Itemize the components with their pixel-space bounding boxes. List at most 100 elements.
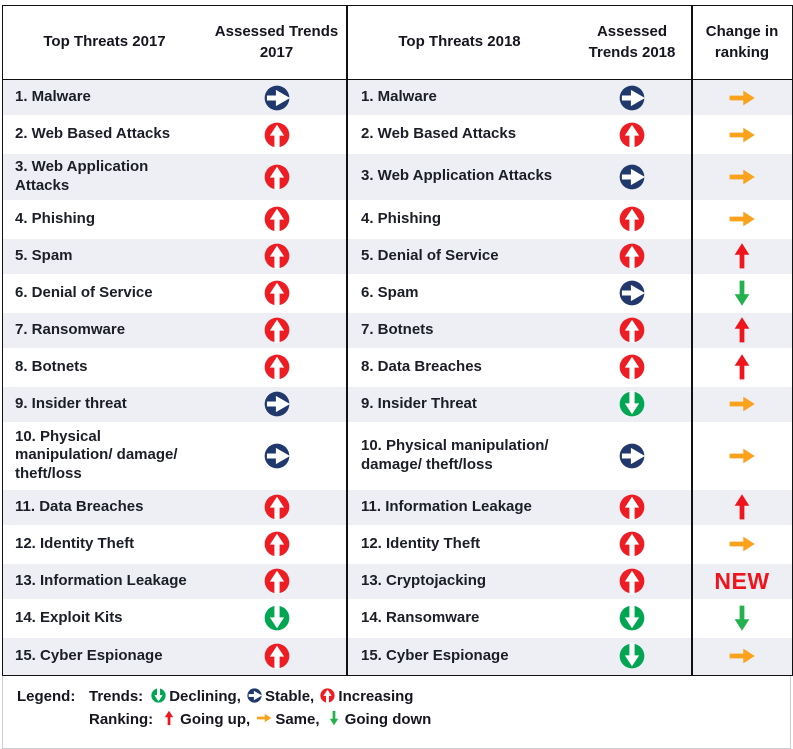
table-row: 7. Ransomware 7. Botnets <box>3 312 792 350</box>
ranking-change-up-icon <box>692 239 792 273</box>
legend-ranking-down-label: Going down <box>344 710 432 728</box>
ranking-change-same-icon <box>692 527 792 561</box>
table-row: 5. Spam 5. Denial of Service <box>3 238 792 276</box>
threat-2018-name: 5. Denial of Service <box>361 246 499 264</box>
trend-2017-stable-icon <box>206 440 347 472</box>
trend-2018-stable-icon <box>572 161 692 193</box>
trend-2018-declining-icon <box>572 602 692 634</box>
threat-2017-name: 10. Physical manipulation/ damage/ theft… <box>15 427 178 483</box>
threat-2017-name: 6. Denial of Service <box>15 283 153 301</box>
trend-2017-increasing-icon <box>206 161 347 193</box>
legend-trends-label: Trends: <box>89 687 144 705</box>
column-divider-ranking <box>691 6 693 675</box>
table-row: 14. Exploit Kits 14. Ransomware <box>3 600 792 638</box>
ranking-change-same-icon <box>692 81 792 115</box>
threat-2017-name: 14. Exploit Kits <box>15 608 123 626</box>
trend-2017-increasing-icon <box>206 240 347 272</box>
ranking-change-new-icon: NEW <box>692 564 792 599</box>
table-row: 6. Denial of Service 6. Spam <box>3 275 792 313</box>
trend-2018-stable-icon <box>572 440 692 472</box>
threat-2017-name: 13. Information Leakage <box>15 571 187 589</box>
threat-2018-name: 3. Web Application Attacks <box>361 167 553 185</box>
trend-2018-increasing-icon <box>572 351 692 383</box>
trend-2017-declining-icon <box>206 602 347 634</box>
trend-2018-increasing-icon <box>572 491 692 523</box>
header-top-threats-2018: Top Threats 2018 <box>398 33 521 51</box>
table-body: 1. Malware 1. Malware 2. Web Based Attacks… <box>3 80 792 675</box>
legend-ranking-same-label: Same, <box>275 710 320 728</box>
legend-ranking-up-label: Going up, <box>180 710 251 728</box>
trend-2017-increasing-icon <box>206 314 347 346</box>
table-header: Top Threats 2017 Assessed Trends 2017 To… <box>3 6 792 80</box>
trend-2017-increasing-icon <box>206 640 347 672</box>
trend-2018-increasing-icon <box>572 203 692 235</box>
header-assessed-trends-2018: Assessed Trends 2018 <box>588 23 676 61</box>
trend-2018-increasing-icon <box>572 240 692 272</box>
trend-2017-stable-icon <box>206 82 347 114</box>
table-row: 10. Physical manipulation/ damage/ theft… <box>3 423 792 490</box>
table-row: 12. Identity Theft 12. Identity Theft <box>3 526 792 564</box>
table-row: 9. Insider threat 9. Insider Threat <box>3 386 792 424</box>
legend-ranking-line: Ranking: Going up, Same, Going down <box>89 708 431 731</box>
legend-title: Legend: <box>17 687 76 705</box>
threat-2017-name: 4. Phishing <box>15 209 96 227</box>
ranking-change-same-icon <box>692 387 792 421</box>
threat-2017-name: 2. Web Based Attacks <box>15 125 171 143</box>
table-row: 3. Web Application Attacks 3. Web Applica… <box>3 154 792 202</box>
legend-trend-stable: Stable, <box>245 688 318 705</box>
table-row: 8. Botnets 8. Data Breaches <box>3 349 792 387</box>
trend-2018-stable-icon <box>572 277 692 309</box>
trend-2017-increasing-icon <box>206 203 347 235</box>
threat-comparison-table: Top Threats 2017 Assessed Trends 2017 To… <box>2 5 793 676</box>
ranking-change-up-icon <box>692 350 792 384</box>
threat-2018-name: 2. Web Based Attacks <box>361 125 517 143</box>
threat-2017-name: 12. Identity Theft <box>15 534 135 552</box>
trend-2017-increasing-icon <box>206 491 347 523</box>
threat-2018-name: 12. Identity Theft <box>361 534 481 552</box>
ranking-change-up-icon <box>692 490 792 524</box>
trend-2017-stable-icon <box>206 388 347 420</box>
table-row: 15. Cyber Espionage 15. Cyber Espionage <box>3 637 792 675</box>
legend-ranking-up: Going up, <box>159 710 254 728</box>
legend-trend-increasing: Increasing <box>318 688 413 705</box>
column-divider-2017-2018 <box>346 6 348 675</box>
legend: Legend: Trends: Declining, Stable, Increa… <box>2 675 791 749</box>
ranking-change-down-icon <box>692 276 792 310</box>
new-entry-label: NEW <box>714 567 770 594</box>
threat-2017-name: 7. Ransomware <box>15 320 126 338</box>
threat-2017-name: 1. Malware <box>15 88 91 106</box>
legend-ranking-label: Ranking: <box>89 710 154 728</box>
legend-trend-increasing-label: Increasing <box>338 687 414 705</box>
legend-ranking-down: Going down <box>324 710 432 728</box>
trend-2017-increasing-icon <box>206 119 347 151</box>
threat-2018-name: 9. Insider Threat <box>361 394 477 412</box>
threat-2018-name: 15. Cyber Espionage <box>361 646 509 664</box>
table-row: 13. Information Leakage 13. Cryptojacking… <box>3 563 792 601</box>
table-row: 11. Data Breaches 11. Information Leakage <box>3 489 792 527</box>
trend-2018-declining-icon <box>572 388 692 420</box>
table-row: 4. Phishing 4. Phishing <box>3 201 792 239</box>
legend-body: Trends: Declining, Stable, Increasing Ran… <box>89 685 431 731</box>
ranking-change-same-icon <box>692 160 792 194</box>
threat-2017-name: 9. Insider threat <box>15 394 127 412</box>
threat-2017-name: 15. Cyber Espionage <box>15 646 163 664</box>
threat-2018-name: 4. Phishing <box>361 209 442 227</box>
threat-2017-name: 5. Spam <box>15 246 73 264</box>
threat-2017-name: 3. Web Application Attacks <box>15 158 149 194</box>
trend-2018-increasing-icon <box>572 565 692 597</box>
threat-2018-name: 10. Physical manipulation/ damage/ theft… <box>361 436 549 473</box>
legend-trends-line: Trends: Declining, Stable, Increasing <box>89 685 431 708</box>
ranking-change-same-icon <box>692 439 792 473</box>
threat-2018-name: 14. Ransomware <box>361 608 480 626</box>
threat-2018-name: 7. Botnets <box>361 320 434 338</box>
trend-2018-increasing-icon <box>572 528 692 560</box>
threat-2018-name: 8. Data Breaches <box>361 357 482 375</box>
trend-2017-increasing-icon <box>206 277 347 309</box>
legend-trend-declining-label: Declining, <box>169 687 241 705</box>
table-row: 2. Web Based Attacks 2. Web Based Attacks <box>3 117 792 154</box>
header-top-threats-2017: Top Threats 2017 <box>43 33 166 51</box>
header-change-in-ranking: Change in ranking <box>705 23 779 61</box>
legend-trend-stable-label: Stable, <box>265 687 315 705</box>
ranking-change-same-icon <box>692 118 792 152</box>
